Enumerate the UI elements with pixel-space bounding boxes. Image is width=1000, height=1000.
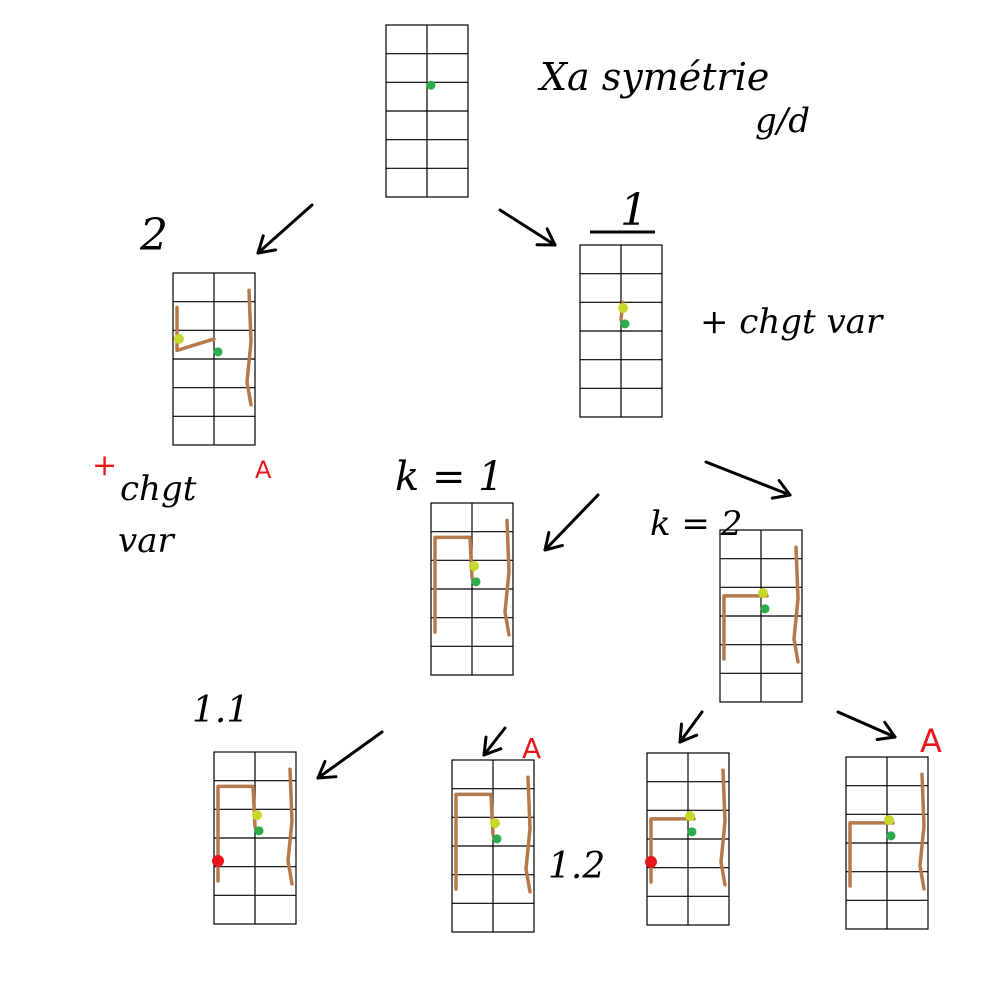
- arrow-head: [482, 747, 503, 757]
- arrow-shaft: [836, 710, 897, 739]
- arrow-shaft: [316, 730, 384, 780]
- red-dot: [645, 855, 657, 868]
- arrow-head: [883, 720, 897, 739]
- green-node: [213, 347, 223, 357]
- grid-branch-2: [172, 272, 256, 446]
- green-node: [687, 827, 697, 837]
- arrow-head: [875, 735, 897, 741]
- yellow-marker: [469, 561, 479, 572]
- path-segment: [433, 535, 474, 634]
- grid-k2: [719, 529, 803, 703]
- arrow-head: [545, 227, 557, 247]
- yellow-marker: [490, 818, 500, 829]
- arrow-shaft: [256, 203, 314, 255]
- top-note-line1: Xa symétrie: [537, 55, 769, 99]
- green-node: [760, 604, 770, 614]
- path-segment: [175, 305, 216, 353]
- green-node: [254, 826, 264, 836]
- arrows-layer: [256, 203, 897, 780]
- alert-mark-l12: A: [522, 732, 541, 765]
- arrow-k2-to-l21: [678, 710, 704, 744]
- top-note-line2: g/d: [755, 101, 810, 141]
- k2-label: k = 2: [650, 504, 742, 544]
- arrow-head: [678, 722, 683, 744]
- alert-mark-l22: A: [920, 722, 942, 760]
- yellow-marker: [174, 333, 184, 344]
- grid-branch-1: [579, 244, 663, 418]
- path-segment: [286, 767, 294, 886]
- arrow-k1-to-l11: [316, 730, 384, 780]
- alert-mark-b2: A: [255, 456, 272, 484]
- grid-leaf-2-2: [845, 756, 929, 930]
- note-left-line1: chgt: [120, 469, 197, 509]
- arrow-head: [770, 493, 792, 500]
- arrow-head: [256, 248, 278, 255]
- grid-leaf-1-1: [212, 751, 297, 925]
- arrow-root-to-b2: [256, 203, 314, 255]
- grid-root: [385, 24, 469, 198]
- path-segment: [848, 821, 895, 888]
- arrow-b1-to-k1: [543, 493, 600, 552]
- path-segment: [245, 288, 253, 407]
- plus-red-mark: +: [92, 448, 117, 483]
- yellow-marker: [884, 815, 894, 826]
- grids-layer: [172, 24, 929, 933]
- yellow-marker: [618, 303, 628, 314]
- arrow-head: [482, 735, 488, 757]
- grid-leaf-1-2: [451, 759, 535, 933]
- arrow-shaft: [678, 710, 704, 744]
- path-segment: [722, 594, 769, 661]
- path-segment: [719, 768, 727, 887]
- path-segment: [216, 784, 257, 883]
- green-node: [886, 831, 896, 841]
- k1-label: k = 1: [395, 454, 504, 500]
- path-segment: [503, 518, 511, 637]
- green-node: [426, 80, 436, 90]
- red-dot: [212, 854, 224, 867]
- arrow-head: [543, 543, 564, 552]
- arrow-root-to-b1: [498, 208, 557, 247]
- green-node: [471, 577, 481, 587]
- arrow-shaft: [482, 726, 507, 757]
- arrow-head: [543, 530, 551, 552]
- note-right: + chgt var: [700, 302, 884, 342]
- leaf-1-2-label: 1.2: [548, 846, 605, 887]
- arrow-head: [316, 775, 338, 780]
- yellow-marker: [758, 588, 768, 599]
- leaf-1-1-label: 1.1: [192, 690, 249, 731]
- grid-leaf-2-1: [645, 752, 730, 926]
- path-segment: [454, 792, 495, 891]
- green-node: [620, 319, 630, 329]
- arrow-head: [777, 479, 792, 497]
- arrow-head: [256, 234, 265, 255]
- path-segment: [524, 775, 532, 894]
- yellow-marker: [252, 810, 262, 821]
- arrow-head: [316, 759, 327, 780]
- arrow-shaft: [704, 460, 792, 497]
- grid-k1: [430, 502, 514, 676]
- branch-1-label: 1: [620, 185, 648, 236]
- arrow-shaft: [543, 493, 600, 552]
- note-left-line2: var: [118, 521, 175, 561]
- arrow-shaft: [498, 208, 557, 247]
- arrow-b1-to-k2: [704, 460, 792, 500]
- arrow-head: [678, 733, 699, 744]
- branch-2-label: 2: [139, 210, 168, 261]
- path-segment: [918, 772, 926, 891]
- path-segment: [792, 545, 800, 664]
- arrow-k1-to-l12: [482, 726, 507, 757]
- yellow-marker: [685, 811, 695, 822]
- green-node: [492, 834, 502, 844]
- arrow-k2-to-l22: [836, 710, 897, 741]
